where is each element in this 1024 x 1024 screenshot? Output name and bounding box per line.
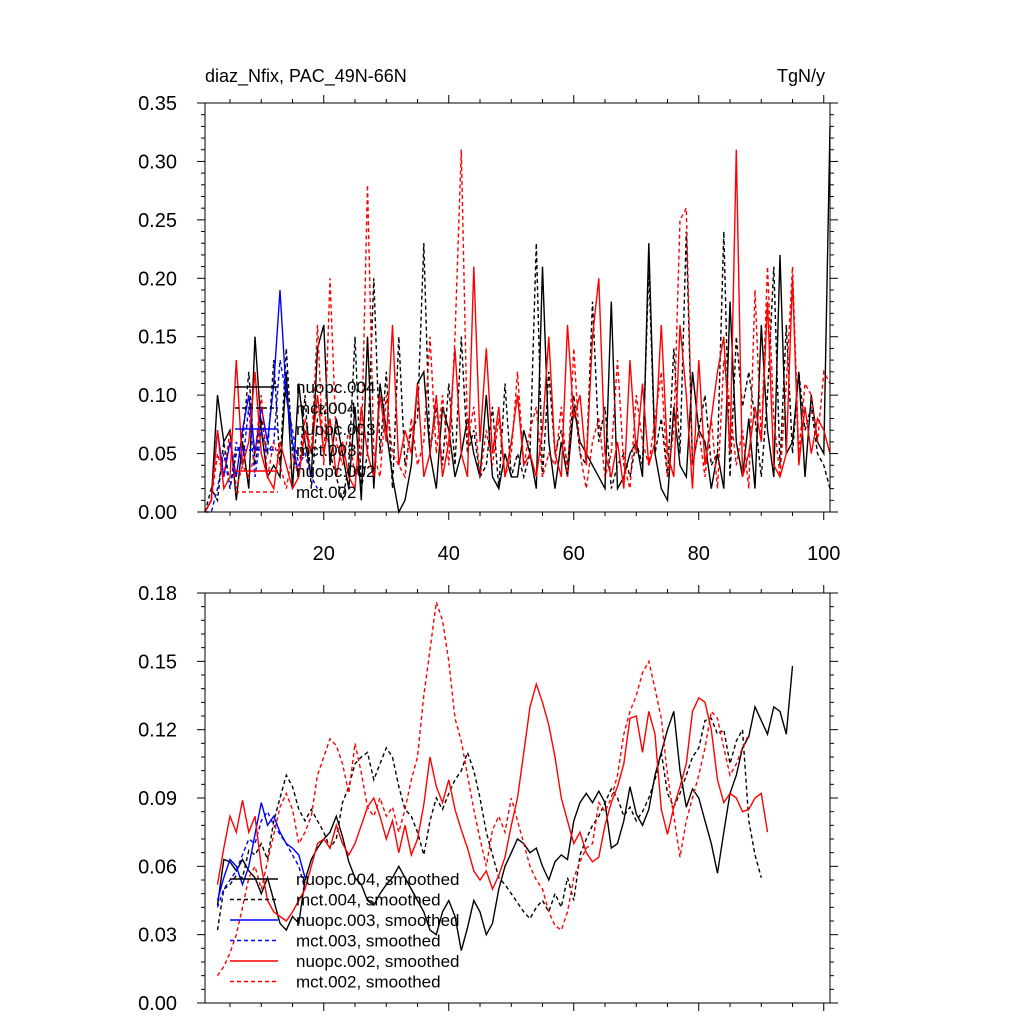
y-tick-label: 0.06: [138, 856, 177, 878]
plot-frame: [204, 592, 831, 1004]
plot-frame: [204, 102, 831, 513]
series-line-mct-003: [205, 359, 319, 513]
legend-label: mct.004: [296, 399, 356, 418]
x-tick-label: 60: [563, 543, 585, 565]
y-tick-label: 0.10: [138, 385, 177, 407]
x-tick-label: 40: [438, 543, 460, 565]
chart-panel-bottom: 0.00 0.03 0.06 0.09 0.12 0.15 0.18 nuopc.004, …: [138, 583, 838, 1015]
y-tick-label: 0.15: [138, 651, 177, 673]
series-line-mct-003-smoothed: [216, 810, 306, 908]
legend-label: nuopc.003, smoothed: [296, 911, 460, 930]
legend-label: mct.002, smoothed: [296, 973, 441, 992]
axes: 0.00 0.05 0.10 0.15 0.20 0.25 0.30 0.35 20 40 60 80…: [138, 93, 840, 565]
y-tick-label: 0.30: [138, 151, 177, 173]
y-tick-label: 0.12: [138, 720, 177, 742]
legend-label: nuopc.004, smoothed: [296, 870, 460, 889]
legend-label: nuopc.002, smoothed: [296, 952, 460, 971]
chart-title: diaz_Nfix, PAC_49N-66N: [205, 66, 407, 87]
y-tick-label: 0.25: [138, 210, 177, 232]
legend-label: mct.002: [296, 483, 356, 502]
series-group: [216, 601, 794, 977]
y-tick-label: 0.09: [138, 788, 177, 810]
axes: 0.00 0.03 0.06 0.09 0.12 0.15 0.18: [138, 583, 838, 1015]
series-line-mct-002: [204, 149, 831, 513]
y-tick-label: 0.05: [138, 444, 177, 466]
y-tick-label: 0.20: [138, 268, 177, 290]
chart-panel-top: diaz_Nfix, PAC_49N-66N TgN/y 0.00 0.05 0.1…: [138, 66, 840, 565]
legend-label: mct.004, smoothed: [296, 891, 441, 910]
legend-label: nuopc.002: [296, 462, 375, 481]
series-line-nuopc-002-smoothed: [216, 681, 769, 922]
series-line-nuopc-003-smoothed: [216, 802, 306, 901]
y-tick-label: 0.00: [138, 502, 177, 524]
y-tick-label: 0.35: [138, 93, 177, 115]
y-tick-label: 0.03: [138, 925, 177, 947]
series-line-mct-002-smoothed: [216, 601, 750, 977]
chart-units: TgN/y: [777, 66, 825, 86]
legend-label: nuopc.004: [296, 378, 375, 397]
y-tick-label: 0.18: [138, 583, 177, 605]
legend-label: nuopc.003: [296, 420, 375, 439]
legend-label: mct.003: [296, 441, 356, 460]
y-tick-label: 0.00: [138, 993, 177, 1015]
y-tick-label: 0.15: [138, 327, 177, 349]
x-tick-label: 20: [313, 543, 335, 565]
legend: nuopc.004 mct.004 nuopc.003 mct.003 nuopc.00…: [235, 378, 375, 502]
series-group: [204, 126, 831, 515]
series-line-mct-004: [204, 231, 831, 513]
x-tick-label: 80: [688, 543, 710, 565]
x-tick-label: 100: [807, 543, 840, 565]
legend-label: mct.003, smoothed: [296, 932, 441, 951]
series-line-nuopc-004-smoothed: [216, 665, 794, 951]
